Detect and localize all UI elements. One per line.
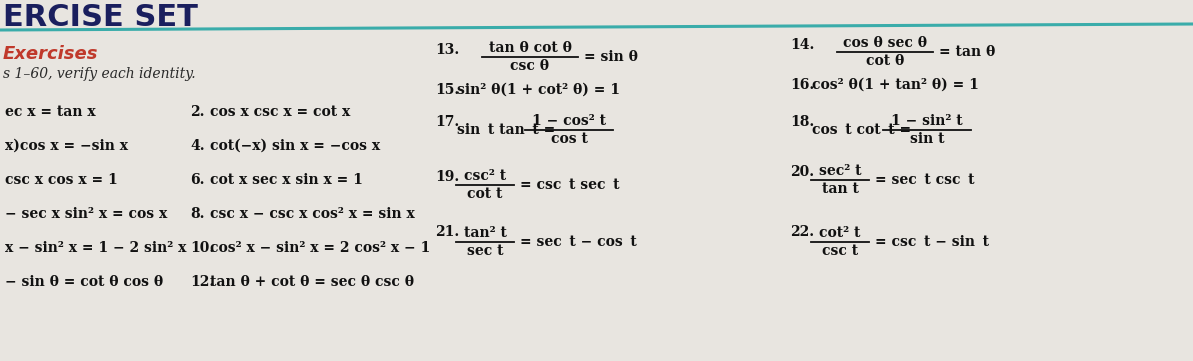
Text: cos  t cot  t =: cos t cot t = [812,123,911,137]
Text: 12.: 12. [190,275,215,289]
Text: 15.: 15. [435,83,459,97]
Text: = sin θ: = sin θ [583,50,638,64]
Text: ERCISE SET: ERCISE SET [4,3,198,32]
Text: cot² t: cot² t [820,226,860,240]
Text: cot x sec x sin x = 1: cot x sec x sin x = 1 [210,173,363,187]
Text: Exercises: Exercises [4,45,99,63]
Text: cot t: cot t [468,187,502,201]
Text: csc θ: csc θ [511,59,550,73]
Text: csc² t: csc² t [464,169,506,183]
Text: cot θ: cot θ [866,54,904,68]
Text: 20.: 20. [790,165,814,179]
Text: − sin θ = cot θ cos θ: − sin θ = cot θ cos θ [5,275,163,289]
Text: cos² x − sin² x = 2 cos² x − 1: cos² x − sin² x = 2 cos² x − 1 [210,241,431,255]
Text: = sec  t − cos  t: = sec t − cos t [520,235,637,249]
Text: tan² t: tan² t [464,226,507,240]
Text: 1 − cos² t: 1 − cos² t [532,114,606,128]
Text: = sec  t csc  t: = sec t csc t [874,173,975,187]
Text: 2.: 2. [190,105,204,119]
Text: = tan θ: = tan θ [939,45,995,59]
Text: s 1–60, verify each identity.: s 1–60, verify each identity. [4,67,196,81]
Text: cot(−x) sin x = −cos x: cot(−x) sin x = −cos x [210,139,381,153]
Text: 18.: 18. [790,115,815,129]
Text: sin  t tan  t =: sin t tan t = [457,123,555,137]
Text: csc x cos x = 1: csc x cos x = 1 [5,173,118,187]
Text: 8.: 8. [190,207,204,221]
Text: sin t: sin t [910,132,944,146]
Text: csc x − csc x cos² x = sin x: csc x − csc x cos² x = sin x [210,207,415,221]
Text: x − sin² x = 1 − 2 sin² x: x − sin² x = 1 − 2 sin² x [5,241,186,255]
Text: csc t: csc t [822,244,858,258]
Text: x)cos x = −sin x: x)cos x = −sin x [5,139,128,153]
Text: − sec x sin² x = cos x: − sec x sin² x = cos x [5,207,167,221]
Text: tan t: tan t [822,182,859,196]
Text: = csc  t sec  t: = csc t sec t [520,178,619,192]
Text: tan θ cot θ: tan θ cot θ [489,41,571,55]
Text: sec² t: sec² t [818,164,861,178]
Text: = csc  t − sin  t: = csc t − sin t [874,235,989,249]
Text: sin² θ(1 + cot² θ) = 1: sin² θ(1 + cot² θ) = 1 [457,83,620,97]
Text: 16.: 16. [790,78,815,92]
Text: cos θ sec θ: cos θ sec θ [843,36,927,50]
Text: cos t: cos t [550,132,587,146]
Text: cos² θ(1 + tan² θ) = 1: cos² θ(1 + tan² θ) = 1 [812,78,979,92]
Text: cos x csc x = cot x: cos x csc x = cot x [210,105,351,119]
Text: 19.: 19. [435,170,459,184]
Text: tan θ + cot θ = sec θ csc θ: tan θ + cot θ = sec θ csc θ [210,275,414,289]
Text: sec t: sec t [466,244,503,258]
Text: 4.: 4. [190,139,205,153]
Text: 6.: 6. [190,173,204,187]
Text: 21.: 21. [435,225,459,239]
Text: ec x = tan x: ec x = tan x [5,105,95,119]
Text: 1 − sin² t: 1 − sin² t [891,114,963,128]
Text: 13.: 13. [435,43,459,57]
Text: 10.: 10. [190,241,215,255]
Text: 17.: 17. [435,115,459,129]
Text: 22.: 22. [790,225,814,239]
Text: 14.: 14. [790,38,815,52]
